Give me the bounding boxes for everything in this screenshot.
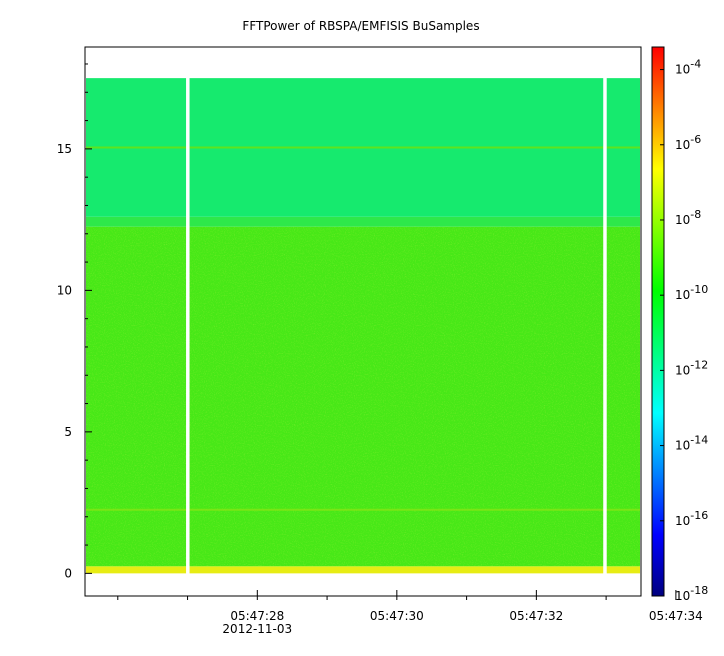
- colorbar-tick-label: 10-16: [675, 509, 708, 528]
- x-tick-label: 05:47:32: [509, 609, 563, 623]
- colorbar-gradient: [651, 46, 665, 597]
- y-axis: 0 5 10 15: [57, 63, 92, 580]
- y-tick-label: 0: [64, 566, 72, 580]
- spectrogram-plot-area: [84, 46, 642, 597]
- spectrogram-noise-texture: [86, 226, 640, 567]
- colorbar-tick-label: 10-18: [675, 584, 708, 603]
- y-tick-label: 5: [64, 425, 72, 439]
- colorbar-tick-label: 10-4: [675, 58, 701, 77]
- colorbar-tick-label: 10-12: [675, 358, 708, 377]
- colorbar-tick-label: 10-8: [675, 208, 701, 227]
- y-tick-label: 15: [57, 142, 72, 156]
- spectrogram-band: [86, 216, 640, 227]
- colorbar-tick-label: 10-10: [675, 283, 708, 302]
- y-tick-label: 10: [57, 283, 72, 297]
- spectrogram-band: [86, 566, 640, 574]
- colorbar: 10-4 10-6 10-8 10-10 10-12 10-14 10-16 10-18: [651, 46, 708, 603]
- x-tick-label: 05:47:30: [370, 609, 424, 623]
- x-tick-label: 05:47:28: [230, 609, 284, 623]
- data-gap: [186, 77, 190, 575]
- x-tick-label: 05:47:34: [649, 609, 703, 623]
- plot-frame: [84, 46, 642, 597]
- colorbar-tick-label: 10-14: [675, 434, 708, 453]
- x-tick-sublabel: 2012-11-03: [222, 622, 292, 636]
- chart-title: FFTPower of RBSPA/EMFISIS BuSamples: [242, 19, 479, 33]
- data-gap: [603, 77, 607, 575]
- colorbar-tick-label: 10-6: [675, 133, 701, 152]
